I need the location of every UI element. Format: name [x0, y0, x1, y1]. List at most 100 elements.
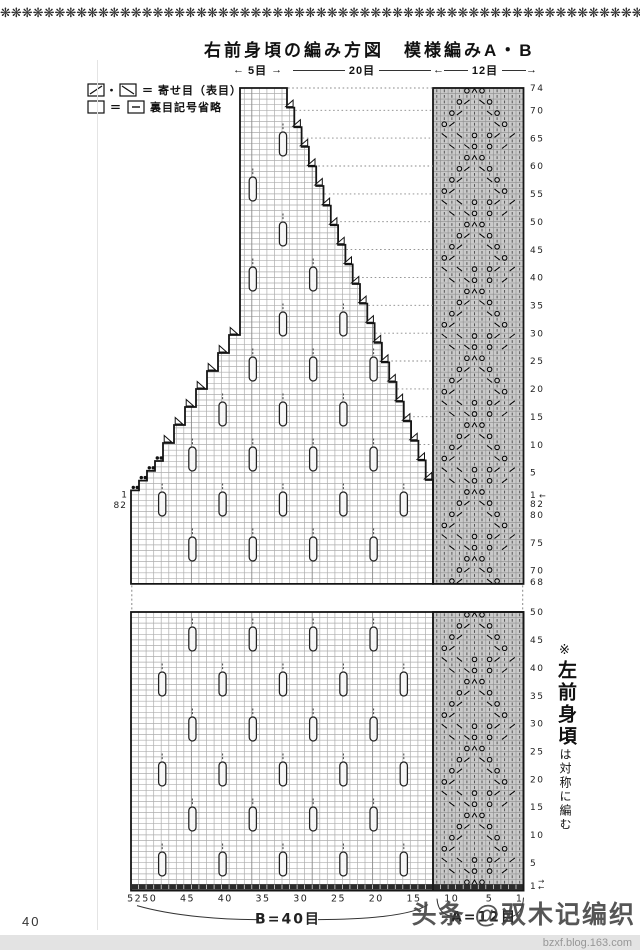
section-braces: B=40目 A=12目 — [136, 897, 524, 928]
legend-gathered-stitch: ・ ＝ 寄せ目（表目） — [86, 82, 242, 98]
legend-text: 裏目記号省略 — [150, 102, 222, 114]
svg-text:25: 25 — [530, 748, 544, 758]
decrease-step-triangles — [163, 98, 433, 480]
measure-label: 12目 — [471, 65, 499, 77]
svg-text:30: 30 — [530, 720, 544, 730]
measure-12-stitches: ← 12目 → — [433, 62, 537, 78]
reference-mark: ※ — [558, 643, 573, 660]
svg-text:40: 40 — [530, 664, 544, 674]
svg-text:B=40目: B=40目 — [255, 912, 321, 928]
svg-text:A=12目: A=12目 — [451, 910, 517, 926]
page-title: 右前身頃の編み方図 模様編みA・B — [204, 41, 535, 60]
svg-text:50: 50 — [142, 894, 157, 905]
empty-box-icon — [87, 100, 105, 114]
arrow-right-icon: → — [271, 63, 283, 76]
side-note-main: 左前身頃 — [555, 660, 576, 748]
svg-text:25: 25 — [331, 894, 346, 905]
decrease-right-icon — [87, 83, 105, 97]
cast-on-band — [130, 611, 525, 892]
svg-text:55: 55 — [530, 190, 544, 200]
decorative-flower-border: ❋❋❋❋❋❋❋❋❋❋❋❋❋❋❋❋❋❋❋❋❋❋❋❋❋❋❋❋❋❋❋❋❋❋❋❋❋❋❋❋… — [0, 5, 640, 20]
svg-text:10: 10 — [444, 894, 459, 905]
measure-line — [444, 69, 468, 71]
svg-text:60: 60 — [530, 162, 544, 172]
svg-text:80: 80 — [530, 511, 544, 521]
dotted-guides — [131, 87, 524, 611]
svg-text:35: 35 — [530, 302, 544, 312]
svg-text:40: 40 — [218, 894, 233, 905]
svg-text:1: 1 — [530, 491, 536, 501]
svg-text:←: ← — [539, 491, 546, 500]
svg-text:15: 15 — [530, 803, 544, 813]
footer-bar — [0, 935, 640, 950]
svg-text:20: 20 — [369, 894, 384, 905]
measure-5-stitches: ← 5目 → — [233, 62, 291, 78]
purl-dash-box-icon — [127, 100, 145, 114]
svg-text:45: 45 — [180, 894, 195, 905]
measure-line — [502, 69, 526, 71]
equals-sign: ＝ — [110, 102, 122, 114]
bind-off-dots — [131, 456, 163, 490]
measure-line — [379, 69, 431, 71]
svg-text:35: 35 — [255, 894, 270, 905]
svg-text:5: 5 — [530, 859, 537, 869]
measure-line — [293, 69, 345, 71]
svg-text:45: 45 — [530, 246, 544, 256]
svg-text:20: 20 — [530, 385, 544, 395]
svg-text:1: 1 — [530, 882, 536, 892]
svg-text:10: 10 — [530, 441, 544, 451]
page-number: 40 — [22, 914, 41, 929]
svg-text:65: 65 — [530, 134, 544, 144]
svg-text:5: 5 — [530, 469, 537, 479]
lower-a-panel — [432, 611, 525, 892]
svg-text:50: 50 — [530, 608, 544, 618]
decrease-left-icon — [119, 83, 137, 97]
svg-text:25: 25 — [530, 357, 544, 367]
legend-dot: ・ — [106, 85, 118, 97]
svg-text:15: 15 — [530, 413, 544, 423]
svg-text:82: 82 — [114, 501, 127, 511]
svg-text:20: 20 — [530, 775, 544, 785]
svg-text:←: ← — [538, 883, 544, 892]
arrow-right-icon: → — [526, 63, 537, 76]
watermark-text: 头条 @双木记编织 — [411, 901, 636, 929]
svg-text:10: 10 — [530, 831, 544, 841]
svg-text:50: 50 — [530, 218, 544, 228]
svg-text:82: 82 — [530, 500, 544, 510]
svg-text:74: 74 — [530, 84, 544, 94]
svg-text:1: 1 — [516, 894, 524, 905]
svg-text:52: 52 — [127, 894, 142, 905]
svg-text:1: 1 — [121, 490, 127, 500]
arrow-left-icon: ← — [233, 63, 244, 76]
footer-url: bzxf.blog.163.com — [542, 937, 632, 949]
measure-20-stitches: 20目 — [293, 62, 431, 78]
page-margin-rule — [97, 60, 98, 930]
equals-sign: ＝ — [142, 85, 154, 97]
svg-text:→: → — [538, 877, 544, 886]
stitch-numbers: 52 50 45 40 35 30 25 20 15 10 5 1 — [127, 894, 524, 905]
svg-text:70: 70 — [530, 106, 544, 116]
upper-chart-outline — [130, 87, 434, 585]
svg-text:30: 30 — [293, 894, 308, 905]
svg-text:75: 75 — [530, 539, 544, 549]
loop-stitch-ovals — [157, 123, 409, 877]
svg-text:70: 70 — [530, 567, 544, 577]
arrow-left-icon: ← — [433, 63, 444, 76]
svg-text:30: 30 — [530, 329, 544, 339]
measure-label: 5目 — [248, 65, 268, 77]
lower-chart-grid — [130, 611, 434, 891]
upper-a-panel — [432, 87, 525, 585]
svg-text:35: 35 — [530, 692, 544, 702]
svg-text:45: 45 — [530, 636, 544, 646]
svg-text:40: 40 — [530, 274, 544, 284]
svg-text:15: 15 — [406, 894, 421, 905]
legend-purl-omitted: ＝ 裏目記号省略 — [86, 99, 222, 115]
side-note-rest: は対称に編む — [558, 748, 572, 832]
side-note-left-front: ※左前身頃は対称に編む — [555, 643, 576, 832]
svg-text:5: 5 — [486, 894, 494, 905]
legend-text: 寄せ目（表目） — [158, 85, 242, 97]
measure-label: 20目 — [348, 65, 376, 77]
